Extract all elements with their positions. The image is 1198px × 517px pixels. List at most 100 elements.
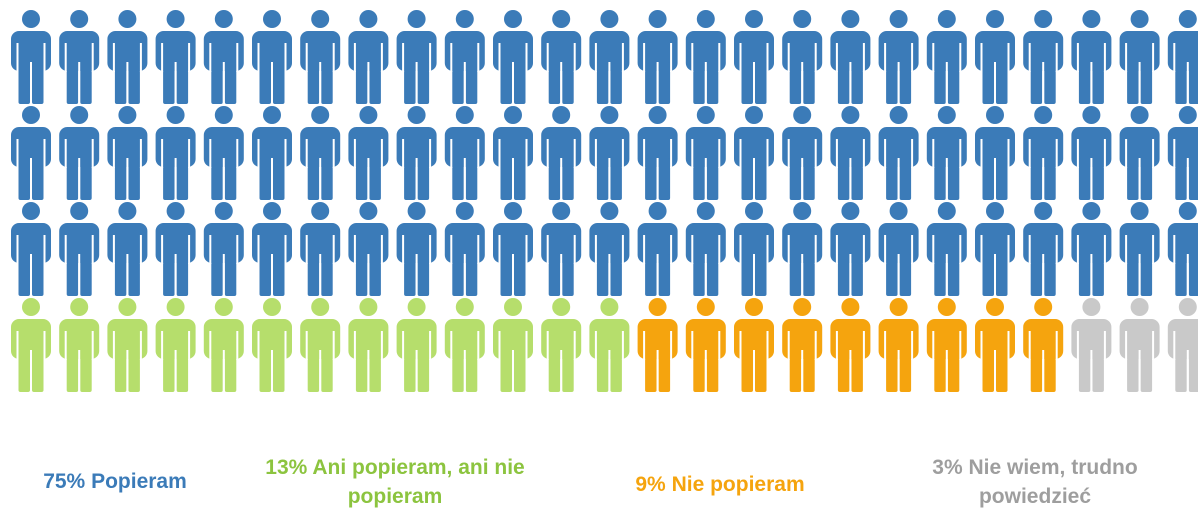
leg: [562, 350, 574, 392]
torso: [782, 223, 823, 263]
head: [1130, 202, 1149, 220]
head: [696, 202, 715, 220]
leg: [128, 254, 140, 296]
person-icon: [1023, 298, 1064, 393]
leg: [596, 62, 609, 104]
person-icon: [203, 106, 244, 201]
leg: [500, 62, 512, 104]
head: [1082, 202, 1101, 220]
torso: [493, 127, 533, 167]
torso: [1023, 319, 1064, 359]
person-icon: [348, 106, 389, 201]
head: [1082, 10, 1101, 28]
torso: [203, 223, 244, 263]
head: [407, 106, 426, 124]
head: [70, 298, 89, 316]
head: [359, 298, 378, 316]
head: [696, 298, 715, 316]
head: [793, 298, 812, 316]
torso: [107, 223, 148, 263]
leg: [548, 350, 561, 392]
head: [407, 202, 426, 220]
leg: [693, 254, 705, 296]
torso: [541, 223, 582, 263]
torso: [734, 31, 774, 71]
leg: [706, 158, 719, 200]
person-icon: [926, 106, 967, 201]
leg: [80, 350, 92, 392]
person-icon: [11, 202, 51, 297]
leg: [465, 62, 478, 104]
head: [455, 298, 474, 316]
leg: [693, 62, 705, 104]
leg: [982, 254, 994, 296]
leg: [1188, 350, 1198, 392]
torso: [589, 31, 630, 71]
head: [118, 10, 137, 28]
torso: [444, 31, 485, 71]
leg: [259, 254, 271, 296]
leg: [307, 62, 320, 104]
leg: [1092, 254, 1104, 296]
head: [214, 106, 233, 124]
leg: [693, 350, 705, 392]
person-icon: [1167, 106, 1198, 201]
leg: [66, 350, 79, 392]
leg: [355, 254, 368, 296]
person-icon: [155, 106, 196, 201]
leg: [1044, 254, 1056, 296]
head: [359, 10, 378, 28]
torso: [782, 319, 823, 359]
torso: [685, 319, 726, 359]
leg: [645, 254, 657, 296]
head: [407, 10, 426, 28]
head: [22, 10, 40, 28]
torso: [1071, 223, 1112, 263]
leg: [1030, 158, 1043, 200]
person-icon: [734, 10, 774, 105]
person-icon: [300, 106, 341, 201]
leg: [66, 158, 79, 200]
torso: [878, 223, 919, 263]
person-icon: [1071, 298, 1112, 393]
person-icon: [107, 10, 148, 105]
leg: [114, 350, 127, 392]
leg: [452, 62, 464, 104]
person-icon: [685, 202, 726, 297]
head: [600, 202, 619, 220]
head: [1034, 298, 1053, 316]
leg: [851, 62, 863, 104]
leg: [128, 62, 140, 104]
category-label: Ani popieram, ani nie popieram: [312, 456, 525, 508]
head: [793, 202, 812, 220]
leg: [596, 254, 609, 296]
torso: [975, 223, 1015, 263]
leg: [18, 254, 30, 296]
person-icon: [300, 202, 341, 297]
head: [889, 10, 908, 28]
head: [22, 106, 40, 124]
legend-label: 75% Popieram: [0, 467, 230, 496]
leg: [224, 158, 237, 200]
torso: [11, 319, 51, 359]
torso: [830, 127, 871, 167]
pictogram: [11, 10, 1198, 393]
torso: [107, 319, 148, 359]
person-icon: [541, 202, 582, 297]
torso: [878, 127, 919, 167]
torso: [300, 223, 341, 263]
torso: [878, 31, 919, 71]
leg: [610, 350, 622, 392]
person-icon: [1119, 106, 1160, 201]
leg: [610, 158, 622, 200]
torso: [59, 319, 100, 359]
leg: [369, 62, 381, 104]
leg: [18, 62, 30, 104]
leg: [982, 350, 994, 392]
person-icon: [589, 106, 630, 201]
head: [70, 202, 89, 220]
head: [986, 298, 1004, 316]
person-icon: [59, 298, 100, 393]
torso: [1119, 127, 1160, 167]
leg: [706, 254, 719, 296]
